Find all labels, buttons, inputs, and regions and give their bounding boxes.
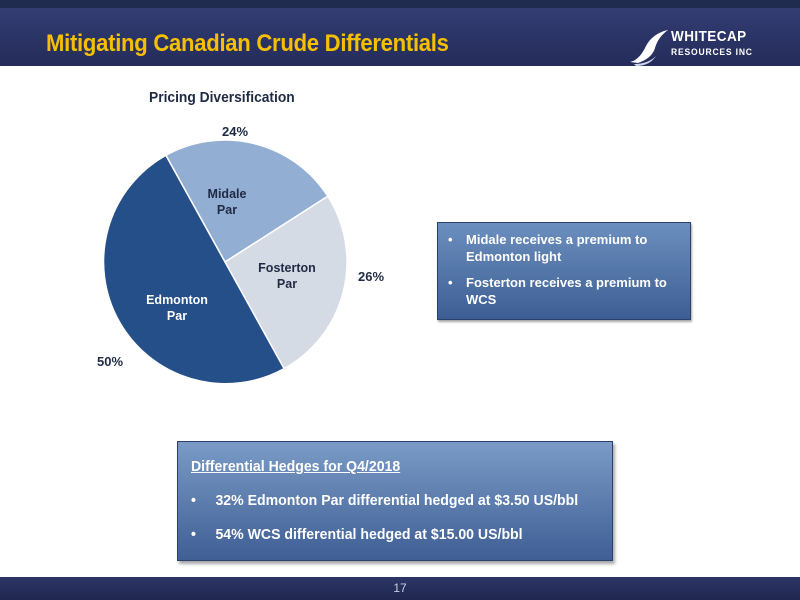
pie-slice (224, 195, 348, 370)
bullet-icon: • (191, 492, 196, 509)
bullet-icon: • (191, 526, 196, 543)
slice-label: Midale Par (208, 187, 247, 217)
hedges-box: Differential Hedges for Q4/2018 • 32% Edm… (177, 441, 613, 561)
pie-chart: Midale Par 24% Fosterton Par 26% Edmonton Par 50… (97, 124, 384, 385)
top-stripe (0, 0, 800, 8)
slice-label: Fosterton Par (258, 261, 316, 291)
note-item: • Midale receives a premium to Edmonton l… (448, 231, 684, 265)
logo-wordmark: WHITECAP (671, 28, 747, 45)
logo-subtitle: RESOURCES INC (671, 47, 753, 58)
slice-value-label: 24% (222, 124, 248, 139)
slide-title: Mitigating Canadian Crude Differentials (46, 30, 449, 57)
slice-label: Edmonton Par (146, 293, 208, 323)
slide-header: Mitigating Canadian Crude Differentials … (0, 8, 800, 66)
bullet-icon: • (448, 275, 453, 290)
slice-value-label: 50% (97, 354, 123, 369)
hedge-text: 54% WCS differential hedged at $15.00 US… (215, 526, 523, 543)
slice-value-label: 26% (358, 269, 384, 284)
hedge-item: • 32% Edmonton Par differential hedged at… (191, 492, 581, 526)
premium-notes-box: • Midale receives a premium to Edmonton l… (437, 222, 691, 320)
hedge-item: • 54% WCS differential hedged at $15.00 U… (191, 526, 581, 560)
wave-logo-icon (630, 30, 668, 66)
pie-slice (102, 154, 286, 385)
note-text: Fosterton receives a premium to WCS (466, 275, 667, 307)
hedge-text: 32% Edmonton Par differential hedged at … (215, 492, 579, 509)
bullet-icon: • (448, 232, 453, 247)
note-item: • Fosterton receives a premium to WCS (448, 274, 684, 308)
company-logo: WHITECAP RESOURCES INC (628, 26, 793, 68)
hedges-title: Differential Hedges for Q4/2018 (191, 458, 401, 475)
chart-title: Pricing Diversification (149, 89, 295, 106)
page-number: 17 (393, 581, 407, 595)
slide-footer: 17 (0, 577, 800, 600)
pie-slice (164, 139, 329, 264)
note-text: Midale receives a premium to Edmonton li… (466, 232, 648, 264)
